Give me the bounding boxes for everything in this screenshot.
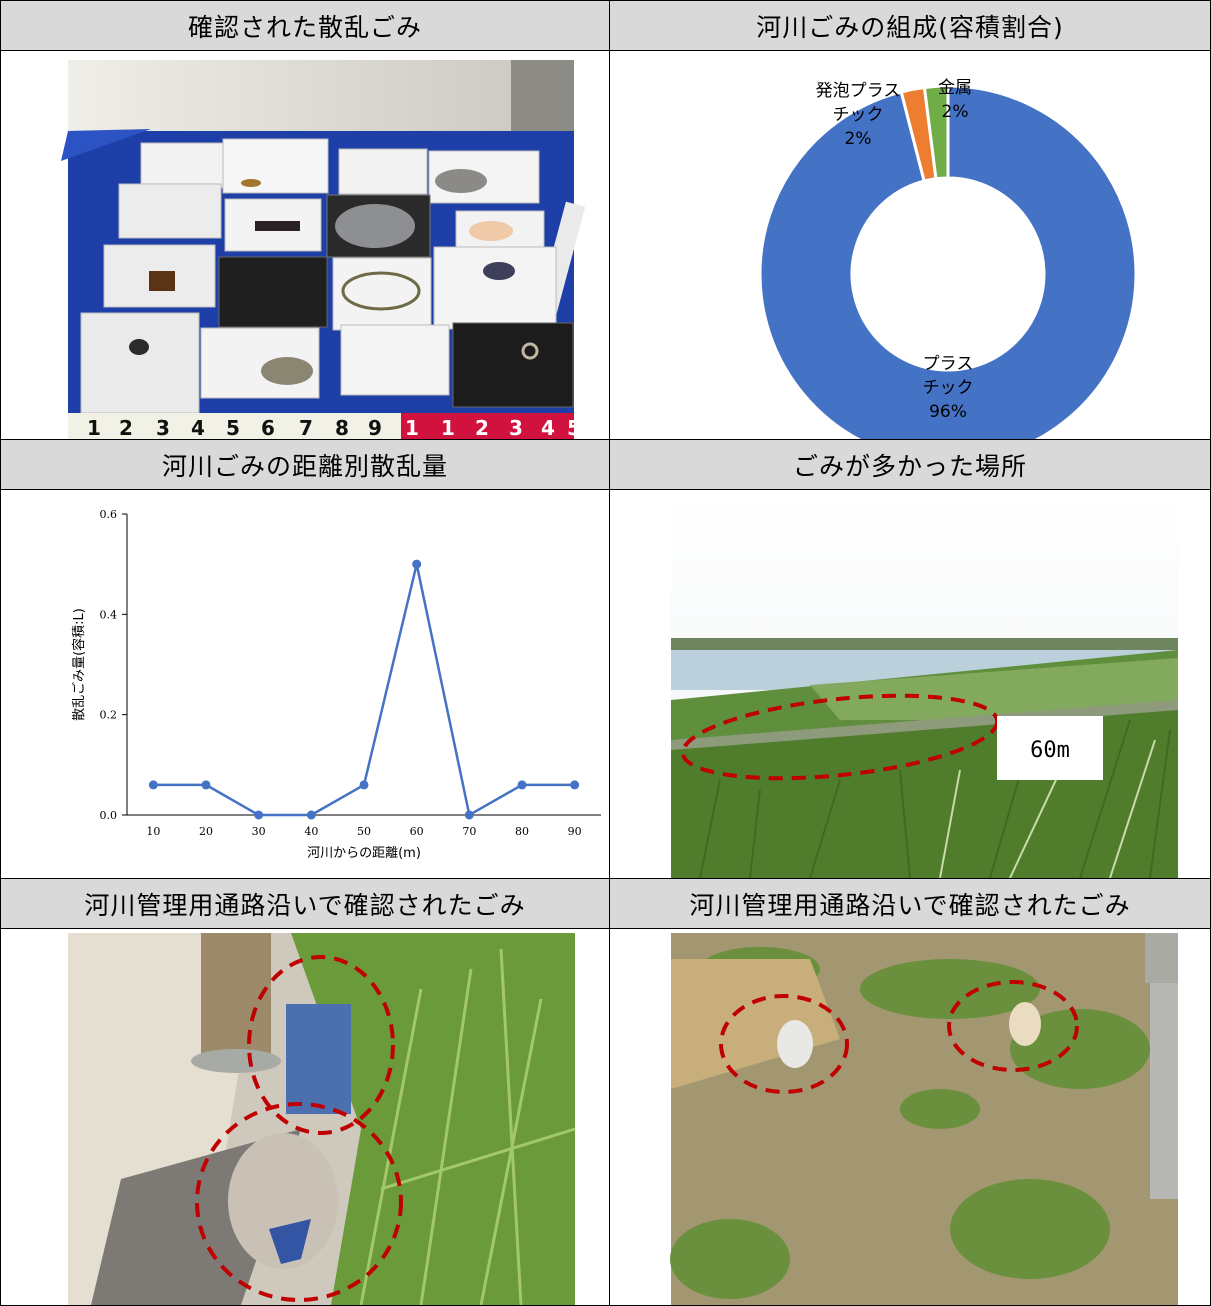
ruler-digit: 4 [541,416,555,439]
ruler-digit: 1 [441,416,455,439]
data-point [464,810,474,820]
y-tick-label: 0.2 [100,709,118,722]
data-point [201,780,211,790]
header-roadside-litter-1: 河川管理用通路沿いで確認されたごみ [1,879,610,929]
header-hotspot: ごみが多かった場所 [610,440,1210,490]
x-tick-label: 40 [304,825,318,838]
data-point [148,780,158,790]
x-tick-label: 60 [410,825,424,838]
ruler-digit: 4 [191,416,205,439]
distance-tag-label: 60m [1030,738,1070,763]
x-tick-label: 90 [568,825,582,838]
y-tick-label: 0.6 [100,508,118,521]
donut-slice [922,84,950,181]
header-roadside-litter-2: 河川管理用通路沿いで確認されたごみ [610,879,1210,929]
ruler-digit: 1 [87,416,101,439]
donut-slice [758,84,1138,439]
ruler-digit: 5 [226,416,240,439]
header-text: 河川管理用通路沿いで確認されたごみ [689,890,1131,920]
composition-donut-chart: プラスチック 96% 発泡プラスチック 2% 金属 2% [758,78,1138,439]
data-point [359,780,369,790]
ruler-digit: 2 [475,416,489,439]
ruler-digit: 5 [567,416,581,439]
donut-slice-label: 発泡プラスチック 2% [816,81,901,149]
header-text: 確認された散乱ごみ [187,12,422,42]
x-tick-label: 50 [357,825,371,838]
cell-roadside-photo-2 [610,929,1210,1305]
x-tick-label: 30 [252,825,266,838]
data-point [306,810,316,820]
ruler-digit: 7 [299,416,313,439]
data-point [412,559,422,569]
x-axis-label: 河川からの距離(m) [307,846,421,861]
ruler-digit: 1 [405,416,419,439]
ruler-digit: 9 [368,416,382,439]
donut-slice-label: プラスチック 96% [923,354,974,422]
ruler-digit: 3 [156,416,170,439]
header-text: ごみが多かった場所 [792,451,1027,481]
y-tick-label: 0.4 [100,608,118,621]
header-text: 河川ごみの組成(容積割合) [756,12,1064,42]
cell-litter-photo: 1 2 3 4 5 6 7 8 9 1 1 2 3 4 5 [1,51,610,440]
ruler-digit: 2 [119,416,133,439]
data-point [570,780,580,790]
litter-trays-photo: 1 2 3 4 5 6 7 8 9 1 1 2 3 4 5 [61,60,586,439]
ruler-digits: 1 2 3 4 5 6 7 8 9 1 1 2 3 4 5 [87,416,581,439]
roadside-litter-photo-1 [68,933,576,1305]
header-text: 河川管理用通路沿いで確認されたごみ [84,890,526,920]
header-composition: 河川ごみの組成(容積割合) [610,1,1210,51]
x-tick-label: 70 [462,825,476,838]
donut-slice-label: 金属 2% [938,78,972,122]
x-tick-label: 20 [199,825,213,838]
cell-donut-chart: プラスチック 96% 発泡プラスチック 2% 金属 2% [610,51,1210,440]
distance-line-chart: 0.0 0.2 0.4 0.6 10 20 30 40 50 60 70 80 90 河川からの距離(m)… [71,508,601,861]
riverbank-photo: 60m [671,496,1178,878]
ruler-digit: 8 [335,416,349,439]
data-point [254,810,264,820]
cell-hotspot-photo: 60m [610,490,1210,879]
ruler-digit: 6 [261,416,275,439]
y-axis-label: 散乱ごみ量(容積:L) [71,608,87,721]
y-tick-label: 0.0 [100,809,118,822]
roadside-litter-photo-2 [670,933,1178,1305]
cell-roadside-photo-1 [1,929,610,1305]
header-distance-chart: 河川ごみの距離別散乱量 [1,440,610,490]
x-tick-label: 10 [146,825,160,838]
cell-line-chart: 0.0 0.2 0.4 0.6 10 20 30 40 50 60 70 80 90 河川からの距離(m)… [1,490,610,879]
header-text: 河川ごみの距離別散乱量 [161,451,448,481]
ruler-digit: 3 [509,416,523,439]
x-tick-label: 80 [515,825,529,838]
data-point [517,780,527,790]
header-scattered-litter: 確認された散乱ごみ [1,1,610,51]
series-line [153,563,575,817]
